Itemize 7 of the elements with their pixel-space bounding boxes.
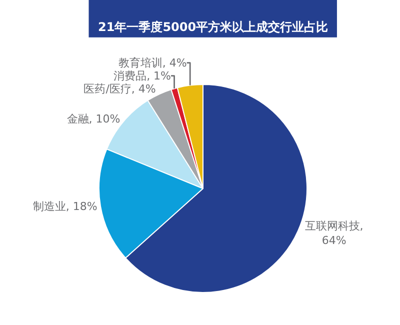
slice-label: 金融, 10% bbox=[66, 112, 120, 126]
slice-label: 教育培训, 4% bbox=[118, 56, 187, 70]
slice-label: 消费品, 1% bbox=[114, 69, 172, 82]
slice-label: 制造业, 18% bbox=[32, 200, 98, 213]
slice-label: 互联网科技, 64% bbox=[304, 220, 364, 247]
chart-title: 21年一季度5000平方米以上成交行业占比 bbox=[98, 20, 328, 34]
slice-label: 医药/医疗, 4% bbox=[84, 82, 156, 96]
